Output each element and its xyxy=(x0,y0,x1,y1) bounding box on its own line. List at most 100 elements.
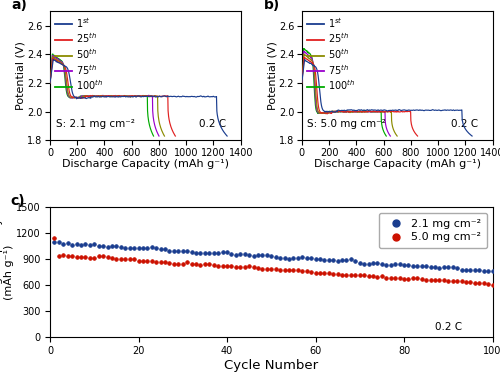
Point xyxy=(272,254,280,260)
Point xyxy=(338,257,346,263)
Point xyxy=(453,265,461,271)
Point xyxy=(378,273,386,279)
Point xyxy=(55,239,63,245)
Point xyxy=(338,272,346,278)
Point xyxy=(422,263,430,269)
Point xyxy=(276,255,284,261)
Point xyxy=(64,240,72,246)
Point xyxy=(258,266,266,272)
X-axis label: Discharge Capacity (mAh g⁻¹): Discharge Capacity (mAh g⁻¹) xyxy=(62,159,229,169)
Point xyxy=(294,255,302,261)
Point xyxy=(139,258,147,264)
Point xyxy=(466,267,474,273)
Point xyxy=(374,274,382,280)
Point xyxy=(453,278,461,284)
Point xyxy=(148,244,156,250)
Point xyxy=(201,250,209,256)
Point xyxy=(352,258,360,264)
Point xyxy=(488,282,496,288)
Point xyxy=(298,268,306,274)
Point xyxy=(156,246,164,252)
Point xyxy=(179,261,187,267)
Point xyxy=(50,239,58,245)
Point xyxy=(440,264,448,270)
Point xyxy=(148,258,156,264)
Point xyxy=(206,261,214,267)
Point xyxy=(436,276,444,282)
Point xyxy=(112,243,120,249)
Point xyxy=(55,253,63,259)
Point xyxy=(391,275,399,281)
X-axis label: Discharge Capacity (mAh g⁻¹): Discharge Capacity (mAh g⁻¹) xyxy=(314,159,480,169)
Point xyxy=(404,263,412,269)
Point xyxy=(170,261,178,267)
Point xyxy=(267,253,275,259)
Point xyxy=(82,240,90,246)
Text: S: 2.1 mg cm⁻²: S: 2.1 mg cm⁻² xyxy=(56,119,134,129)
Point xyxy=(364,261,372,267)
Point xyxy=(448,264,456,270)
Point xyxy=(72,240,80,246)
Point xyxy=(214,263,222,269)
Point xyxy=(444,278,452,284)
Point xyxy=(440,277,448,283)
Point xyxy=(484,282,492,288)
Point xyxy=(458,278,466,284)
Point xyxy=(294,267,302,273)
Point xyxy=(130,245,138,251)
Point xyxy=(360,272,368,278)
Point xyxy=(183,260,191,266)
Point xyxy=(475,280,483,286)
Point xyxy=(409,275,417,281)
Point xyxy=(280,255,288,261)
Point xyxy=(117,256,125,262)
Point xyxy=(347,256,355,262)
Point xyxy=(72,254,80,260)
Point xyxy=(250,264,258,270)
Point xyxy=(386,262,394,268)
Point xyxy=(462,279,470,285)
Point xyxy=(64,253,72,259)
Point xyxy=(320,257,328,263)
Point xyxy=(342,257,350,263)
Point xyxy=(484,268,492,274)
Point xyxy=(462,267,470,273)
Point xyxy=(307,269,315,275)
Point xyxy=(436,265,444,271)
Point xyxy=(356,260,364,266)
Point xyxy=(144,258,152,264)
Point xyxy=(218,263,226,269)
Point xyxy=(166,260,173,266)
Point xyxy=(60,241,68,247)
Point xyxy=(263,266,271,272)
Point xyxy=(134,258,142,264)
Point xyxy=(285,255,293,261)
Point xyxy=(86,242,94,248)
Point xyxy=(360,261,368,267)
Point xyxy=(174,248,182,254)
Point xyxy=(334,258,342,264)
Point xyxy=(369,273,377,279)
Point xyxy=(99,243,107,249)
Point xyxy=(245,252,253,258)
Point xyxy=(382,275,390,281)
Point xyxy=(290,255,298,261)
Point xyxy=(232,264,240,270)
Point xyxy=(400,276,408,282)
Point xyxy=(316,256,324,262)
Point xyxy=(104,244,112,250)
Point xyxy=(374,260,382,266)
Text: 0.2 C: 0.2 C xyxy=(435,322,462,332)
Point xyxy=(112,256,120,262)
Point xyxy=(334,271,342,277)
Point xyxy=(90,241,98,247)
Point xyxy=(409,263,417,269)
Y-axis label: Potential (V): Potential (V) xyxy=(267,42,277,110)
Point xyxy=(126,245,134,251)
Point xyxy=(475,267,483,273)
Point xyxy=(192,249,200,255)
Point xyxy=(418,276,426,282)
Point xyxy=(108,255,116,261)
Point xyxy=(223,263,231,269)
Point xyxy=(466,279,474,285)
